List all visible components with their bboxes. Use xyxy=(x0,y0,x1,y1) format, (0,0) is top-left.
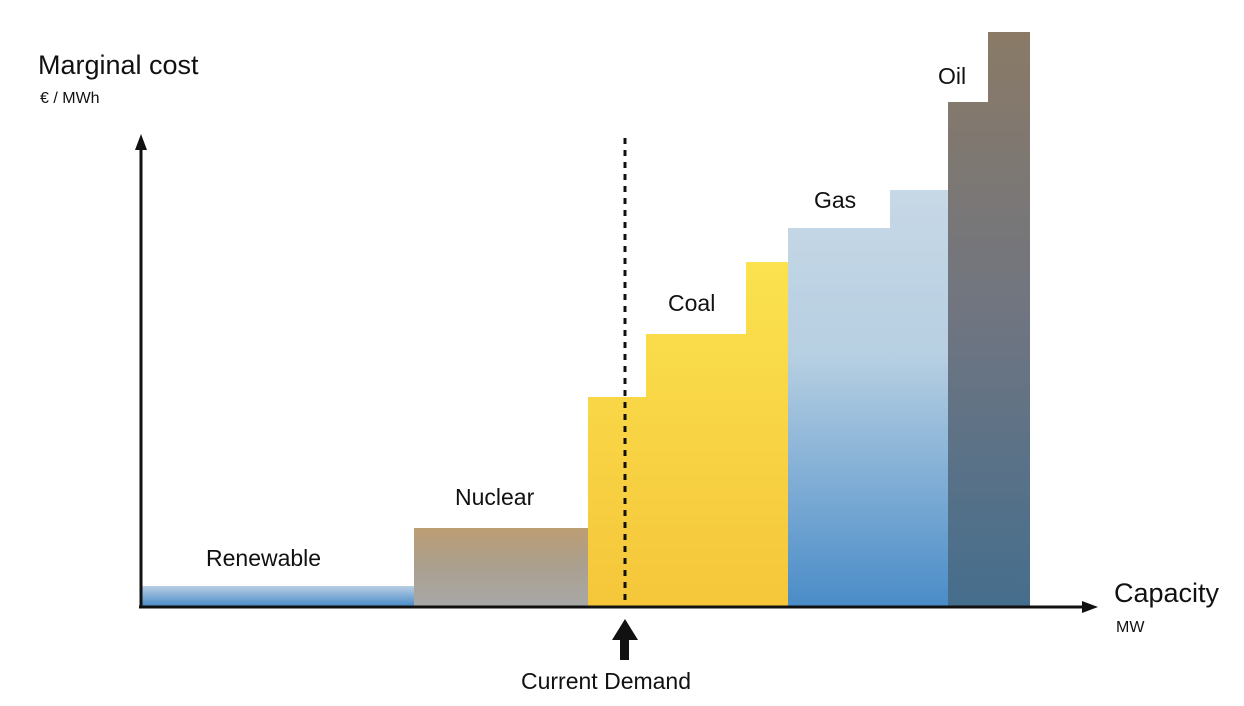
segment-label-nuclear: Nuclear xyxy=(455,484,535,510)
gas-block-2 xyxy=(890,190,949,606)
x-axis-unit: MW xyxy=(1116,619,1145,636)
x-axis-label: Capacity xyxy=(1114,578,1220,608)
segment-label-coal: Coal xyxy=(668,290,716,316)
x-axis xyxy=(139,601,1098,613)
renewable-block xyxy=(141,586,414,606)
coal-block-1 xyxy=(588,397,647,606)
demand-label: Current Demand xyxy=(521,668,692,694)
y-axis xyxy=(135,134,147,608)
coal-block-2 xyxy=(646,334,747,606)
coal-block-3 xyxy=(746,262,789,606)
segment-label-gas: Gas xyxy=(814,187,857,213)
segment-label-oil: Oil xyxy=(938,63,967,89)
demand-arrow-icon xyxy=(612,619,638,660)
oil-block-1 xyxy=(948,102,989,606)
gas-block-1 xyxy=(788,228,891,606)
oil-block-2 xyxy=(988,32,1030,606)
segment-label-renewable: Renewable xyxy=(206,545,322,571)
y-axis-unit: € / MWh xyxy=(40,90,100,107)
nuclear-block xyxy=(414,528,588,606)
y-axis-label: Marginal cost xyxy=(38,50,199,80)
